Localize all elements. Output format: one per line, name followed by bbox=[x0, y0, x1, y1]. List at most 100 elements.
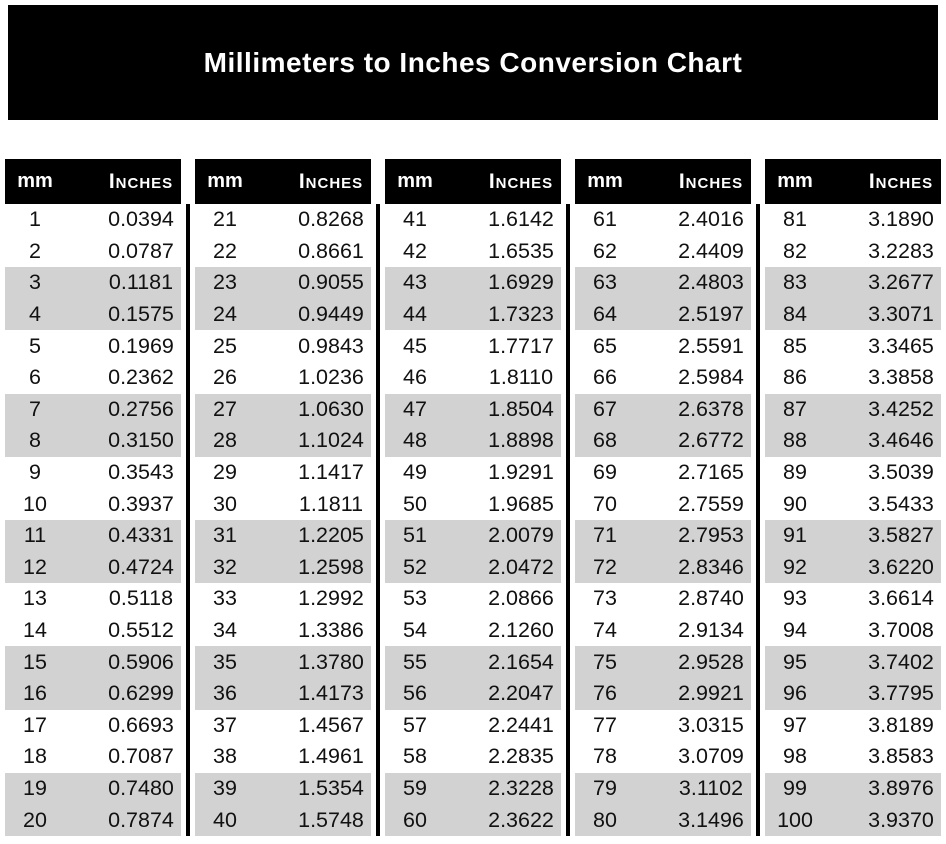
table-row: 82 3.2283 bbox=[765, 236, 941, 268]
inches-value: 1.6535 bbox=[488, 238, 554, 263]
vertical-divider bbox=[566, 204, 570, 836]
mm-value: 34 bbox=[213, 618, 237, 643]
mm-value: 90 bbox=[783, 491, 807, 516]
table-row: 7 0.2756 bbox=[5, 393, 181, 426]
inches-value: 1.2992 bbox=[298, 586, 364, 611]
inches-value: 1.0630 bbox=[298, 396, 364, 421]
mm-value: 22 bbox=[213, 238, 237, 263]
table-row: 39 1.5354 bbox=[195, 772, 371, 805]
table-row: 70 2.7559 bbox=[575, 488, 751, 520]
mm-value: 8 bbox=[29, 428, 41, 453]
inches-value: 2.5984 bbox=[678, 365, 744, 390]
table-row: 67 2.6378 bbox=[575, 393, 751, 426]
table-row: 12 0.4724 bbox=[5, 551, 181, 584]
table-row: 24 0.9449 bbox=[195, 298, 371, 331]
mm-value: 49 bbox=[403, 460, 427, 485]
mm-value: 72 bbox=[593, 554, 617, 579]
table-gap bbox=[751, 159, 765, 836]
inches-value: 2.8740 bbox=[678, 586, 744, 611]
inches-value: 0.2756 bbox=[108, 396, 174, 421]
inches-value: 3.9370 bbox=[868, 807, 934, 832]
table-row: 53 2.0866 bbox=[385, 583, 561, 615]
mm-value: 36 bbox=[213, 681, 237, 706]
inches-value: 3.4252 bbox=[868, 396, 934, 421]
mm-value: 69 bbox=[593, 460, 617, 485]
mm-value: 12 bbox=[23, 554, 47, 579]
inches-value: 1.2598 bbox=[298, 554, 364, 579]
mm-value: 3 bbox=[29, 270, 41, 295]
mm-value: 9 bbox=[29, 460, 41, 485]
mm-value: 65 bbox=[593, 333, 617, 358]
mm-value: 4 bbox=[29, 302, 41, 327]
conversion-chart-page: Millimeters to Inches Conversion Chart m… bbox=[0, 5, 946, 844]
inches-value: 3.1102 bbox=[678, 775, 744, 800]
table-row: 21 0.8268 bbox=[195, 204, 371, 236]
table-row: 36 1.4173 bbox=[195, 677, 371, 710]
conversion-tables: mm Inches 1 0.0394 2 0.0787 3 0.1181 4 0.1575 5 0.1… bbox=[5, 159, 941, 836]
inches-value: 0.6693 bbox=[108, 712, 174, 737]
inches-value: 1.9291 bbox=[488, 460, 554, 485]
table-row: 80 3.1496 bbox=[575, 804, 751, 836]
inches-value: 3.7402 bbox=[868, 649, 934, 674]
inches-value: 0.3543 bbox=[108, 460, 174, 485]
inches-value: 3.2677 bbox=[868, 270, 934, 295]
mm-value: 21 bbox=[213, 207, 237, 232]
table-row: 46 1.8110 bbox=[385, 362, 561, 394]
table-row: 34 1.3386 bbox=[195, 615, 371, 647]
table-header: mm Inches bbox=[765, 159, 941, 204]
table-row: 11 0.4331 bbox=[5, 519, 181, 552]
mm-column-header: mm bbox=[207, 170, 243, 192]
inches-value: 0.9843 bbox=[298, 333, 364, 358]
table-row: 56 2.2047 bbox=[385, 677, 561, 710]
table-row: 52 2.0472 bbox=[385, 551, 561, 584]
inches-column-header: Inches bbox=[678, 169, 744, 193]
inches-value: 3.0709 bbox=[678, 744, 744, 769]
inches-value: 2.4016 bbox=[678, 207, 744, 232]
inches-value: 2.3228 bbox=[488, 775, 554, 800]
inches-value: 3.2283 bbox=[868, 238, 934, 263]
inches-value: 0.0394 bbox=[108, 207, 174, 232]
vertical-divider bbox=[756, 204, 760, 836]
mm-value: 24 bbox=[213, 302, 237, 327]
title-banner: Millimeters to Inches Conversion Chart bbox=[8, 5, 938, 120]
table-row: 66 2.5984 bbox=[575, 362, 751, 394]
table-row: 76 2.9921 bbox=[575, 677, 751, 710]
inches-column-header: Inches bbox=[298, 169, 364, 193]
inches-value: 1.0236 bbox=[298, 365, 364, 390]
table-row: 96 3.7795 bbox=[765, 677, 941, 710]
table-row: 32 1.2598 bbox=[195, 551, 371, 584]
inches-value: 3.3858 bbox=[868, 365, 934, 390]
conversion-subtable-2: mm Inches 21 0.8268 22 0.8661 23 0.9055 24 0.9449… bbox=[195, 159, 371, 836]
inches-value: 3.8189 bbox=[868, 712, 934, 737]
mm-value: 25 bbox=[213, 333, 237, 358]
inches-value: 1.4173 bbox=[298, 681, 364, 706]
table-row: 42 1.6535 bbox=[385, 236, 561, 268]
table-row: 50 1.9685 bbox=[385, 488, 561, 520]
table-row: 72 2.8346 bbox=[575, 551, 751, 584]
mm-value: 28 bbox=[213, 428, 237, 453]
inches-value: 0.4331 bbox=[108, 523, 174, 548]
table-row: 37 1.4567 bbox=[195, 710, 371, 742]
table-row: 61 2.4016 bbox=[575, 204, 751, 236]
inches-value: 3.3071 bbox=[868, 302, 934, 327]
mm-value: 94 bbox=[783, 618, 807, 643]
mm-value: 67 bbox=[593, 396, 617, 421]
table-row: 63 2.4803 bbox=[575, 267, 751, 299]
inches-value: 0.7087 bbox=[108, 744, 174, 769]
inches-value: 1.3780 bbox=[298, 649, 364, 674]
mm-value: 55 bbox=[403, 649, 427, 674]
table-row: 57 2.2441 bbox=[385, 710, 561, 742]
inches-value: 0.5906 bbox=[108, 649, 174, 674]
inches-value: 2.7165 bbox=[678, 460, 744, 485]
table-row: 78 3.0709 bbox=[575, 741, 751, 773]
mm-value: 42 bbox=[403, 238, 427, 263]
inches-value: 1.6929 bbox=[488, 270, 554, 295]
inches-value: 0.0787 bbox=[108, 238, 174, 263]
table-row: 49 1.9291 bbox=[385, 457, 561, 489]
table-row: 93 3.6614 bbox=[765, 583, 941, 615]
inches-value: 1.8110 bbox=[488, 365, 554, 390]
inches-value: 3.5827 bbox=[868, 523, 934, 548]
inches-value: 1.5748 bbox=[298, 807, 364, 832]
inches-value: 2.6378 bbox=[678, 396, 744, 421]
table-row: 95 3.7402 bbox=[765, 646, 941, 678]
